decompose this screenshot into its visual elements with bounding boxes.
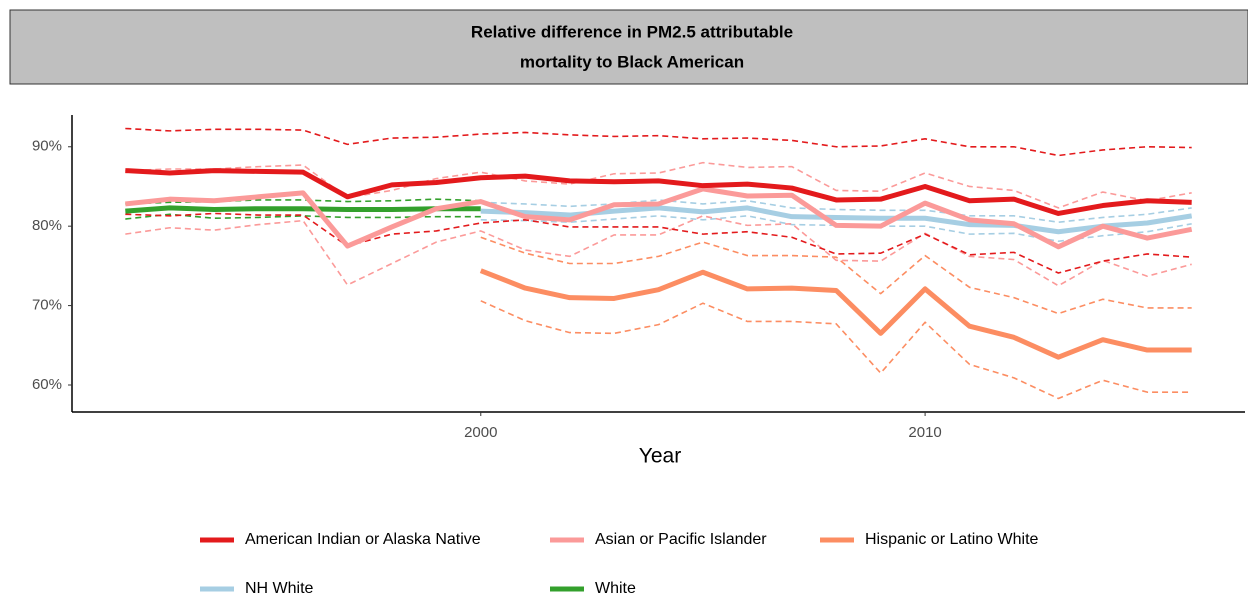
series-line bbox=[125, 168, 1192, 216]
ci-line bbox=[125, 127, 1192, 157]
y-tick-label: 70% bbox=[32, 297, 62, 314]
y-tick-label: 90% bbox=[32, 138, 62, 155]
y-tick-label: 60% bbox=[32, 376, 62, 393]
x-tick-label: 2000 bbox=[464, 424, 497, 441]
legend-label: White bbox=[595, 580, 636, 596]
series-line bbox=[125, 205, 481, 214]
ci-line bbox=[480, 236, 1192, 315]
title-strip bbox=[9, 9, 1248, 85]
chart-title: mortality to Black American bbox=[520, 52, 744, 71]
legend-label: American Indian or Alaska Native bbox=[245, 531, 481, 548]
series-line bbox=[125, 186, 1193, 250]
ci-line bbox=[480, 199, 1192, 224]
y-tick-label: 80% bbox=[32, 217, 62, 234]
ci-line bbox=[480, 300, 1192, 400]
series-line bbox=[480, 205, 1193, 235]
ci-line bbox=[125, 212, 1192, 274]
chart-title: Relative difference in PM2.5 attributabl… bbox=[471, 22, 793, 41]
legend-label: NH White bbox=[245, 580, 314, 596]
x-tick-label: 2010 bbox=[908, 424, 941, 441]
series-line bbox=[479, 268, 1192, 360]
x-axis-label: Year bbox=[639, 445, 681, 468]
legend-label: Asian or Pacific Islander bbox=[595, 531, 767, 548]
ci-line bbox=[125, 215, 1192, 287]
legend-label: Hispanic or Latino White bbox=[865, 531, 1039, 548]
